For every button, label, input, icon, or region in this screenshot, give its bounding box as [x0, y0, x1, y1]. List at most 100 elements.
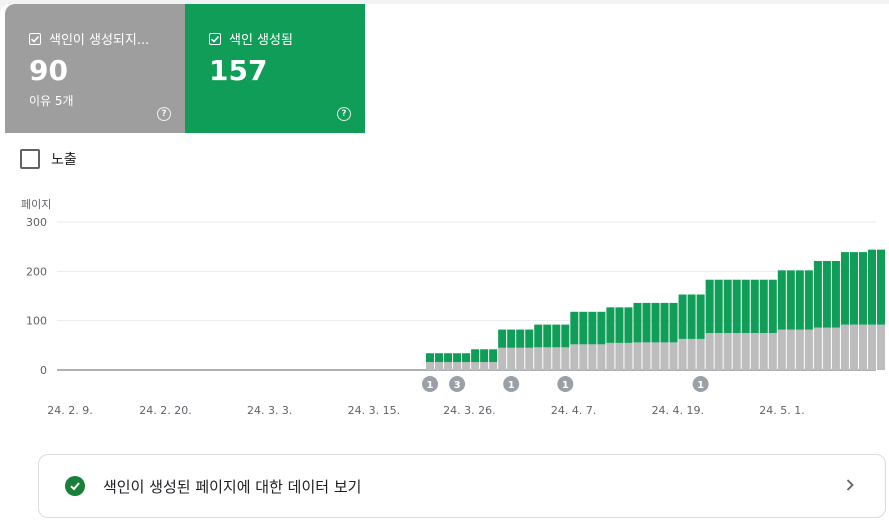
bar-not-indexed [507, 347, 516, 370]
bar-not-indexed [750, 333, 759, 370]
bar-not-indexed [831, 327, 840, 370]
not-indexed-count: 90 [29, 54, 68, 87]
bar-indexed [804, 270, 813, 330]
bar-not-indexed [480, 362, 489, 370]
bar-indexed [435, 353, 444, 363]
x-tick-label: 24. 5. 1. [759, 404, 804, 417]
x-tick-label: 24. 4. 19. [652, 404, 704, 417]
annotation-label: 1 [562, 380, 569, 391]
bar-indexed [633, 302, 642, 343]
pages-chart: 페이지 300 200 100 0 1 3 1 1 1 24. 2. 9. 24. 2. 20. 24.… [21, 198, 886, 417]
bar-not-indexed [462, 362, 471, 370]
y-tick-label: 0 [40, 364, 47, 377]
checkbox-checked-icon[interactable] [209, 32, 221, 45]
bar-indexed [498, 329, 507, 348]
bar-indexed [714, 279, 723, 333]
bar-not-indexed [777, 329, 786, 370]
bar-not-indexed [489, 362, 498, 370]
bar-not-indexed [516, 347, 525, 370]
impressions-toggle[interactable]: 노출 [20, 149, 77, 169]
bar-indexed [561, 324, 570, 348]
bar-indexed [516, 329, 525, 348]
bar-not-indexed [768, 333, 777, 370]
x-tick-label: 24. 2. 20. [139, 404, 191, 417]
indexed-tile[interactable]: 색인 생성됨 157 ? [185, 4, 365, 133]
bar-not-indexed [795, 329, 804, 370]
annotation-marker [503, 376, 520, 392]
bar-not-indexed [498, 347, 507, 370]
bar-indexed [642, 302, 651, 343]
bar-not-indexed [877, 324, 886, 370]
checkbox-unchecked-icon[interactable] [20, 149, 40, 169]
bar-indexed [624, 307, 633, 343]
bar-not-indexed [804, 329, 813, 370]
bar-indexed [606, 307, 615, 343]
not-indexed-tile[interactable]: 색인이 생성되지... 90 이유 5개 ? [5, 4, 185, 133]
bar-not-indexed [444, 362, 453, 370]
bar-not-indexed [552, 347, 561, 370]
bar-indexed [777, 270, 786, 330]
bar-indexed [525, 329, 534, 348]
bar-indexed [723, 279, 732, 333]
bar-not-indexed [624, 342, 633, 370]
bar-indexed [444, 353, 453, 363]
not-indexed-label: 색인이 생성되지... [49, 33, 150, 48]
bar-indexed [552, 324, 561, 348]
bar-not-indexed [813, 327, 822, 370]
impressions-label: 노출 [51, 152, 77, 168]
y-axis-label: 페이지 [21, 198, 51, 211]
bar-not-indexed [759, 333, 768, 370]
bar-indexed [462, 353, 471, 363]
y-tick-label: 200 [26, 265, 47, 278]
bar-not-indexed [606, 342, 615, 370]
bar-not-indexed [471, 362, 480, 370]
bar-not-indexed [543, 347, 552, 370]
bar-indexed [660, 302, 669, 343]
bar-not-indexed [858, 324, 867, 370]
bar-indexed [813, 260, 822, 328]
x-tick-label: 24. 3. 26. [443, 404, 495, 417]
bar-not-indexed [868, 324, 877, 370]
bar-indexed [579, 311, 588, 345]
bar-not-indexed [696, 338, 705, 370]
annotation-marker [692, 376, 709, 392]
bar-indexed [507, 329, 516, 348]
bar-not-indexed [849, 324, 858, 370]
bar-indexed [822, 260, 831, 328]
bar-indexed [615, 307, 624, 343]
indexed-count: 157 [209, 54, 268, 87]
bar-indexed [849, 252, 858, 325]
bar-indexed [705, 279, 714, 333]
bar-indexed [732, 279, 741, 333]
bar-not-indexed [732, 333, 741, 370]
help-icon[interactable]: ? [157, 107, 171, 121]
index-coverage-card: 색인이 생성되지... 90 이유 5개 ? 색인 생성됨 157 ? 노출 페… [0, 4, 889, 528]
bar-not-indexed [534, 347, 543, 370]
bar-indexed [678, 294, 687, 339]
x-tick-label: 24. 2. 9. [47, 404, 92, 417]
bar-indexed [687, 294, 696, 339]
annotation-label: 1 [508, 380, 515, 391]
view-indexed-pages-link[interactable]: 색인이 생성된 페이지에 대한 데이터 보기 [38, 454, 886, 518]
help-icon[interactable]: ? [337, 107, 351, 121]
x-tick-label: 24. 4. 7. [551, 404, 596, 417]
bar-not-indexed [570, 344, 579, 370]
bar-indexed [759, 279, 768, 333]
bar-indexed [831, 260, 840, 328]
bar-indexed [597, 311, 606, 345]
bar-not-indexed [579, 344, 588, 370]
bar-not-indexed [669, 342, 678, 370]
bar-not-indexed [597, 344, 606, 370]
bar-indexed [588, 311, 597, 345]
checkbox-checked-icon[interactable] [29, 32, 41, 45]
bar-not-indexed [435, 362, 444, 370]
indexed-label: 색인 생성됨 [229, 33, 293, 48]
bar-indexed [471, 349, 480, 363]
bar-not-indexed [561, 347, 570, 370]
bar-not-indexed [588, 344, 597, 370]
chevron-right-icon [845, 477, 855, 496]
annotation-marker [557, 376, 574, 392]
x-tick-label: 24. 3. 15. [348, 404, 400, 417]
annotation-label: 1 [697, 380, 704, 391]
bar-indexed [570, 311, 579, 345]
